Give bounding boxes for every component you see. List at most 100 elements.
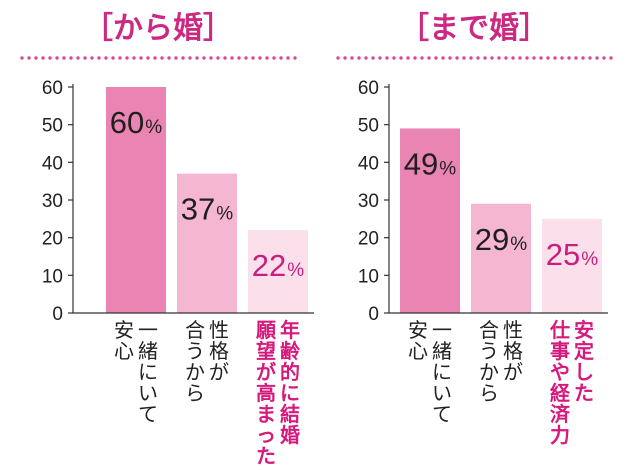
svg-text:心: 心 — [114, 339, 134, 363]
svg-text:性: 性 — [503, 318, 523, 342]
bar — [177, 173, 237, 313]
divider-dot — [174, 56, 178, 60]
svg-text:緒: 緒 — [138, 339, 158, 363]
y-tick-label: 60 — [358, 78, 379, 99]
svg-text:い: い — [432, 381, 452, 405]
svg-text:事: 事 — [550, 339, 570, 363]
bar — [248, 230, 308, 313]
svg-text:に: に — [280, 381, 300, 405]
svg-text:に: に — [138, 360, 158, 384]
divider-dot — [350, 56, 354, 60]
svg-text:心: 心 — [408, 339, 428, 363]
divider-dot — [364, 56, 368, 60]
divider-dot — [357, 56, 361, 60]
divider-dot — [427, 56, 431, 60]
divider-dot — [209, 56, 213, 60]
divider-dot — [385, 56, 389, 60]
divider-dot — [230, 56, 234, 60]
svg-text:に: に — [432, 360, 452, 384]
bar-value-label: 49% — [404, 146, 456, 181]
divider-dot — [188, 56, 192, 60]
svg-text:仕: 仕 — [549, 318, 570, 342]
y-tick-label: 0 — [52, 304, 63, 325]
divider-dot — [546, 56, 550, 60]
y-tick-label: 30 — [42, 191, 63, 212]
divider-dot — [265, 56, 269, 60]
svg-text:格: 格 — [503, 339, 523, 363]
svg-text:力: 力 — [550, 423, 570, 447]
y-tick-label: 20 — [42, 229, 63, 250]
divider-dot — [490, 56, 494, 60]
svg-text:た: た — [574, 381, 594, 405]
svg-text:っ: っ — [256, 423, 276, 447]
divider-dot — [132, 56, 136, 60]
bar-value-label: 37% — [181, 192, 233, 227]
bar — [106, 87, 166, 313]
svg-text:一: 一 — [138, 318, 158, 342]
y-tick-label: 40 — [358, 153, 379, 174]
bar — [542, 218, 602, 313]
svg-text:経: 経 — [550, 381, 571, 405]
divider-dot — [216, 56, 220, 60]
divider-dot — [413, 56, 417, 60]
dotted-divider — [20, 56, 297, 60]
divider-dot — [90, 56, 94, 60]
divider-dot — [560, 56, 564, 60]
svg-text:高: 高 — [256, 381, 276, 405]
y-tick-label: 10 — [358, 266, 379, 287]
dotted-divider — [336, 56, 613, 60]
chart-panel-kara: ［から婚］ 010203040506060%一緒にいて安心37%性格が合うから2… — [20, 11, 314, 468]
divider-dot — [293, 56, 297, 60]
svg-text:望: 望 — [256, 339, 276, 363]
y-tick-label: 10 — [42, 266, 63, 287]
divider-dot — [574, 56, 578, 60]
bar-value-label: 22% — [252, 248, 304, 283]
svg-text:ら: ら — [185, 381, 205, 405]
svg-text:安: 安 — [574, 318, 594, 342]
divider-dot — [588, 56, 592, 60]
divider-dot — [392, 56, 396, 60]
bar-value-label: 25% — [546, 237, 598, 272]
divider-dot — [83, 56, 87, 60]
divider-dot — [553, 56, 557, 60]
bar — [471, 203, 531, 313]
svg-text:が: が — [209, 360, 229, 384]
svg-text:結: 結 — [280, 402, 300, 426]
y-tick-label: 60 — [42, 78, 63, 99]
divider-dot — [609, 56, 613, 60]
svg-text:が: が — [503, 360, 523, 384]
divider-dot — [476, 56, 480, 60]
divider-dot — [244, 56, 248, 60]
divider-dot — [153, 56, 157, 60]
svg-text:緒: 緒 — [432, 339, 452, 363]
divider-dot — [251, 56, 255, 60]
divider-dot — [272, 56, 276, 60]
divider-dot — [441, 56, 445, 60]
divider-dot — [118, 56, 122, 60]
y-tick-label: 0 — [368, 304, 379, 325]
divider-dot — [55, 56, 59, 60]
plot-area: 010203040506060%一緒にいて安心37%性格が合うから22%年齢的に… — [42, 78, 314, 468]
divider-dot — [581, 56, 585, 60]
divider-dot — [455, 56, 459, 60]
divider-dot — [181, 56, 185, 60]
divider-dot — [406, 56, 410, 60]
y-tick-label: 50 — [358, 116, 379, 137]
divider-dot — [469, 56, 473, 60]
svg-text:が: が — [256, 360, 276, 384]
divider-dot — [160, 56, 164, 60]
divider-dot — [20, 56, 24, 60]
divider-dot — [595, 56, 599, 60]
svg-text:定: 定 — [574, 339, 594, 363]
svg-text:か: か — [479, 360, 499, 384]
y-tick-label: 30 — [358, 191, 379, 212]
divider-dot — [539, 56, 543, 60]
divider-dot — [48, 56, 52, 60]
divider-dot — [111, 56, 115, 60]
